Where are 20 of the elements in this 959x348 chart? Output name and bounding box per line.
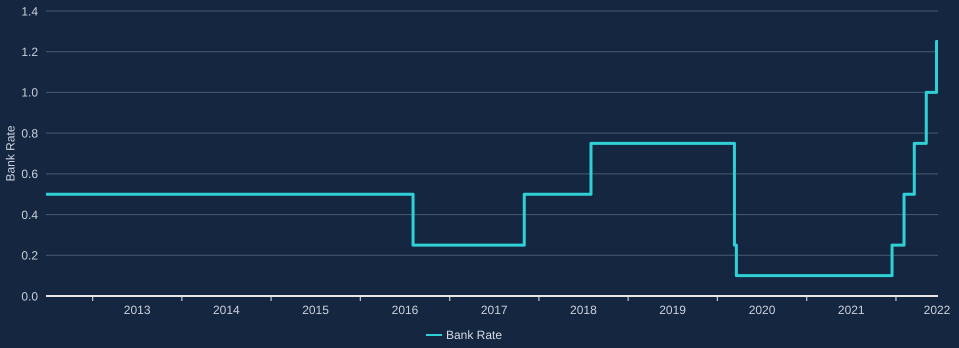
x-tick-label: 2015 bbox=[302, 303, 330, 317]
legend-label: Bank Rate bbox=[446, 328, 502, 342]
y-axis-title: Bank Rate bbox=[3, 125, 18, 182]
x-tick-label: 2020 bbox=[748, 303, 776, 317]
y-tick-label: 0.4 bbox=[21, 208, 38, 222]
y-tick-label: 0.8 bbox=[21, 126, 38, 140]
x-tick-label: 2022 bbox=[924, 303, 951, 317]
x-tick-label: 2017 bbox=[480, 303, 508, 317]
y-tick-label: 0.0 bbox=[21, 289, 38, 304]
x-tick-label: 2013 bbox=[124, 303, 151, 317]
x-tick-label: 2018 bbox=[570, 303, 598, 317]
x-tick-label: 2019 bbox=[659, 303, 686, 317]
x-tick-label: 2014 bbox=[213, 303, 240, 317]
y-tick-label: 0.6 bbox=[21, 167, 38, 182]
y-tick-label: 0.2 bbox=[21, 248, 38, 263]
x-tick-label: 2021 bbox=[838, 303, 865, 317]
y-tick-label: 1.4 bbox=[21, 4, 38, 18]
y-tick-label: 1.0 bbox=[21, 86, 38, 100]
x-tick-label: 2016 bbox=[392, 303, 419, 317]
y-tick-label: 1.2 bbox=[21, 44, 38, 59]
